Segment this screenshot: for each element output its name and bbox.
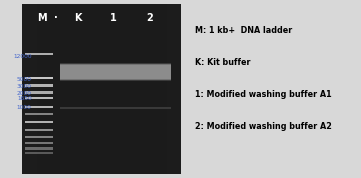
Bar [25,97,53,99]
Bar [25,77,53,79]
Bar [60,63,171,82]
Text: 1: 1 [110,13,117,23]
Bar [25,84,53,87]
Text: K: K [74,13,81,23]
Text: M: 1 kb+  DNA ladder: M: 1 kb+ DNA ladder [195,26,292,35]
Text: 1: Modified washing buffer A1: 1: Modified washing buffer A1 [195,90,331,99]
Bar [25,142,53,145]
Bar [25,136,53,138]
Text: ·: · [54,13,58,23]
Text: 5000: 5000 [17,77,32,82]
Bar [60,64,171,80]
Text: K: Kit buffer: K: Kit buffer [195,58,251,67]
Bar [25,152,53,154]
Bar [25,91,53,94]
Text: M: M [37,13,46,23]
Bar [22,4,180,174]
Text: 2: Modified washing buffer A2: 2: Modified washing buffer A2 [195,122,332,131]
Bar [25,147,53,150]
Bar [25,121,53,123]
Text: 2000: 2000 [17,91,32,96]
Bar [25,106,53,108]
Bar [25,53,53,56]
Bar [60,107,171,109]
Text: 1650: 1650 [17,96,32,101]
Text: 3000: 3000 [17,84,32,89]
Bar [25,129,53,131]
Text: 1000: 1000 [17,105,32,110]
Text: 12000: 12000 [13,54,32,59]
Bar [25,113,53,115]
Text: 2: 2 [147,13,153,23]
Bar [60,66,171,79]
